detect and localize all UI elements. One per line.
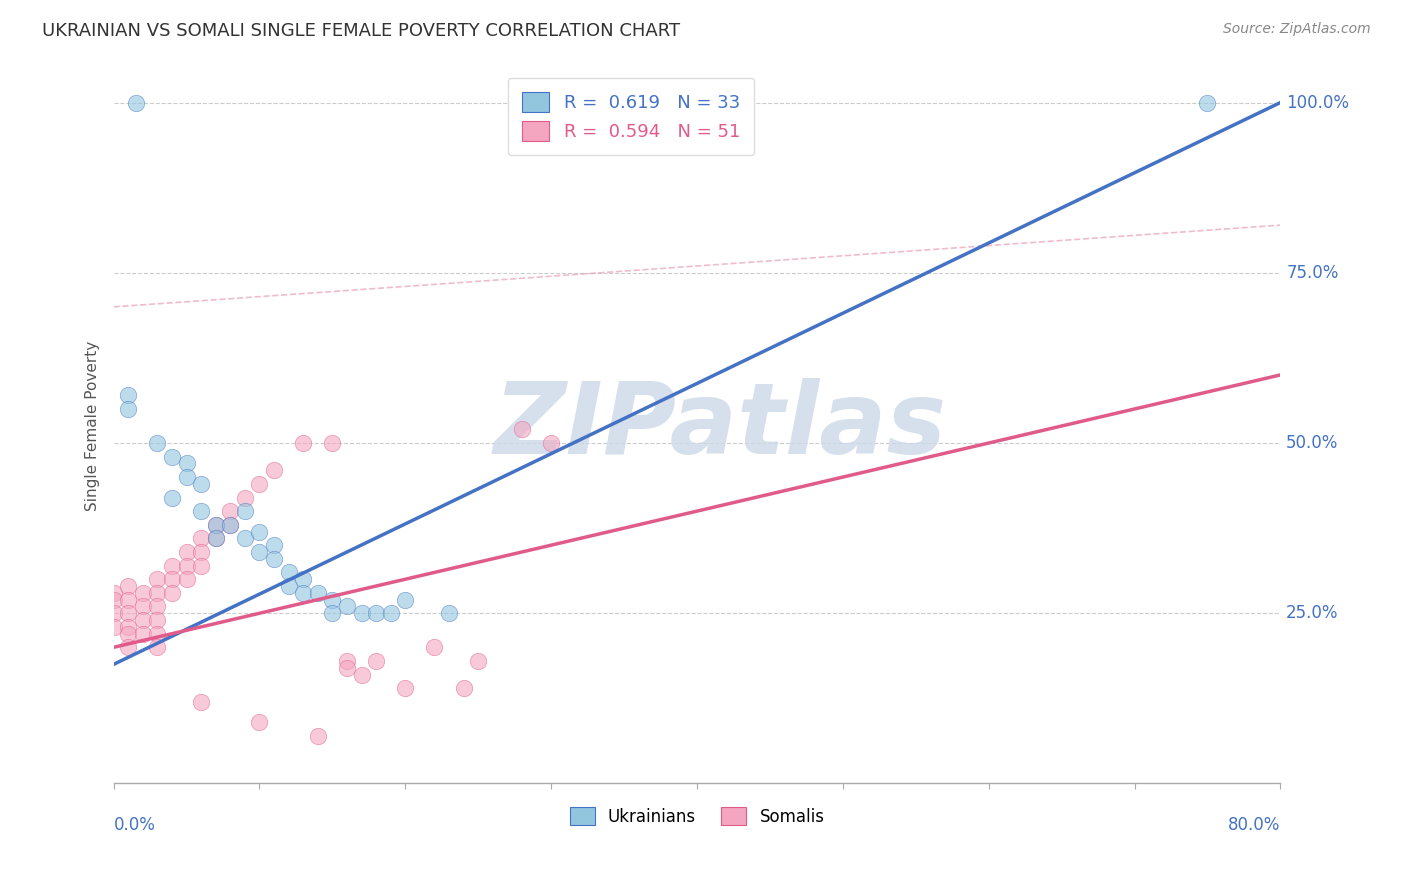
Point — [190, 545, 212, 559]
Point — [117, 402, 139, 417]
Point — [176, 572, 198, 586]
Point — [146, 599, 169, 614]
Point — [394, 681, 416, 695]
Point — [103, 620, 125, 634]
Point — [263, 538, 285, 552]
Point — [307, 586, 329, 600]
Text: 75.0%: 75.0% — [1286, 264, 1339, 282]
Point — [321, 592, 343, 607]
Point — [176, 558, 198, 573]
Point — [366, 607, 388, 621]
Point — [292, 586, 315, 600]
Point — [277, 566, 299, 580]
Point — [117, 579, 139, 593]
Point — [103, 586, 125, 600]
Point — [249, 715, 271, 730]
Point — [219, 517, 242, 532]
Point — [146, 586, 169, 600]
Point — [423, 640, 446, 655]
Point — [336, 599, 359, 614]
Point — [219, 504, 242, 518]
Point — [1197, 95, 1219, 110]
Point — [249, 524, 271, 539]
Point — [453, 681, 475, 695]
Point — [350, 607, 373, 621]
Text: 100.0%: 100.0% — [1286, 94, 1350, 112]
Point — [190, 695, 212, 709]
Point — [380, 607, 402, 621]
Point — [190, 476, 212, 491]
Point — [277, 579, 299, 593]
Point — [103, 592, 125, 607]
Point — [190, 558, 212, 573]
Point — [249, 476, 271, 491]
Text: Source: ZipAtlas.com: Source: ZipAtlas.com — [1223, 22, 1371, 37]
Point — [146, 613, 169, 627]
Point — [160, 558, 183, 573]
Point — [336, 654, 359, 668]
Point — [204, 517, 226, 532]
Legend: Ukrainians, Somalis: Ukrainians, Somalis — [562, 800, 831, 832]
Point — [160, 491, 183, 505]
Point — [117, 620, 139, 634]
Point — [132, 626, 155, 640]
Point — [233, 491, 256, 505]
Point — [124, 95, 146, 110]
Point — [249, 545, 271, 559]
Point — [117, 626, 139, 640]
Point — [160, 572, 183, 586]
Point — [146, 572, 169, 586]
Point — [540, 436, 562, 450]
Y-axis label: Single Female Poverty: Single Female Poverty — [86, 341, 100, 511]
Point — [263, 463, 285, 477]
Point — [204, 532, 226, 546]
Point — [263, 551, 285, 566]
Point — [219, 517, 242, 532]
Point — [132, 599, 155, 614]
Point — [146, 436, 169, 450]
Point — [117, 607, 139, 621]
Point — [350, 667, 373, 681]
Point — [146, 626, 169, 640]
Point — [292, 572, 315, 586]
Point — [233, 504, 256, 518]
Point — [336, 661, 359, 675]
Point — [366, 654, 388, 668]
Point — [132, 613, 155, 627]
Text: UKRAINIAN VS SOMALI SINGLE FEMALE POVERTY CORRELATION CHART: UKRAINIAN VS SOMALI SINGLE FEMALE POVERT… — [42, 22, 681, 40]
Point — [160, 450, 183, 464]
Point — [176, 470, 198, 484]
Point — [467, 654, 489, 668]
Point — [117, 592, 139, 607]
Text: 50.0%: 50.0% — [1286, 434, 1339, 452]
Point — [190, 504, 212, 518]
Point — [292, 436, 315, 450]
Text: 80.0%: 80.0% — [1227, 815, 1281, 834]
Point — [510, 422, 533, 436]
Point — [176, 545, 198, 559]
Point — [190, 532, 212, 546]
Point — [160, 586, 183, 600]
Point — [146, 640, 169, 655]
Text: 25.0%: 25.0% — [1286, 604, 1339, 623]
Point — [321, 436, 343, 450]
Point — [204, 532, 226, 546]
Point — [117, 388, 139, 402]
Point — [307, 729, 329, 743]
Point — [132, 586, 155, 600]
Point — [437, 607, 460, 621]
Text: ZIPatlas: ZIPatlas — [494, 377, 946, 475]
Text: 0.0%: 0.0% — [114, 815, 156, 834]
Point — [394, 592, 416, 607]
Point — [233, 532, 256, 546]
Point — [204, 517, 226, 532]
Point — [176, 457, 198, 471]
Point — [321, 607, 343, 621]
Point — [103, 607, 125, 621]
Point — [117, 640, 139, 655]
